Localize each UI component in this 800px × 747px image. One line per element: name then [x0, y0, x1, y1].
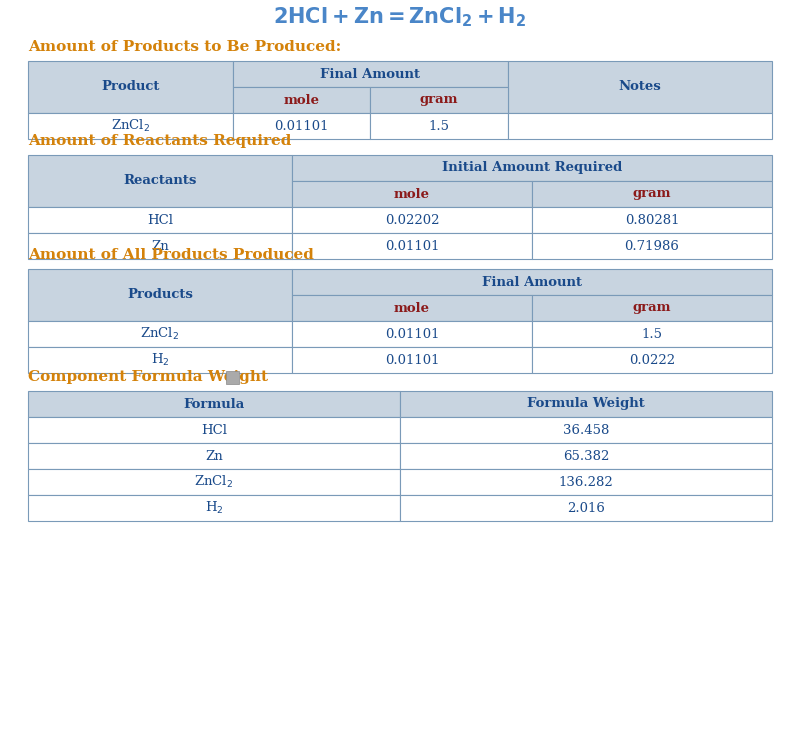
Text: Product: Product: [101, 81, 159, 93]
Bar: [532, 321, 772, 347]
Text: Amount of All Products Produced: Amount of All Products Produced: [28, 248, 314, 262]
Bar: [28, 495, 400, 521]
Bar: [226, 371, 239, 384]
Bar: [292, 269, 772, 295]
Bar: [28, 207, 292, 233]
Text: 36.458: 36.458: [563, 424, 609, 436]
Bar: [532, 295, 772, 321]
Text: 1.5: 1.5: [642, 327, 662, 341]
Text: 0.01101: 0.01101: [385, 327, 439, 341]
Bar: [28, 113, 233, 139]
Bar: [233, 61, 508, 87]
Text: mole: mole: [283, 93, 319, 107]
Text: gram: gram: [633, 187, 671, 200]
Text: 0.01101: 0.01101: [385, 240, 439, 252]
Text: Formula Weight: Formula Weight: [527, 397, 645, 411]
Bar: [400, 495, 772, 521]
Text: 2.016: 2.016: [567, 501, 605, 515]
Text: 0.02202: 0.02202: [385, 214, 439, 226]
Bar: [370, 87, 508, 113]
Bar: [508, 61, 772, 113]
Bar: [292, 321, 532, 347]
Bar: [28, 269, 292, 321]
Text: Zn: Zn: [205, 450, 223, 462]
Text: Amount of Products to Be Produced:: Amount of Products to Be Produced:: [28, 40, 342, 54]
Text: Component Formula Weight: Component Formula Weight: [28, 370, 268, 384]
Text: gram: gram: [633, 302, 671, 314]
Text: mole: mole: [394, 302, 430, 314]
Text: Reactants: Reactants: [123, 175, 197, 187]
Bar: [532, 233, 772, 259]
Bar: [292, 233, 532, 259]
Bar: [292, 347, 532, 373]
Text: $\mathbf{2HCl + Zn = ZnCl_2 + H_2}$: $\mathbf{2HCl + Zn = ZnCl_2 + H_2}$: [274, 5, 526, 29]
Bar: [233, 113, 370, 139]
Bar: [28, 443, 400, 469]
Bar: [508, 113, 772, 139]
Text: H$_2$: H$_2$: [205, 500, 223, 516]
Bar: [400, 417, 772, 443]
Bar: [28, 61, 233, 113]
Text: mole: mole: [394, 187, 430, 200]
Text: HCl: HCl: [147, 214, 173, 226]
Text: Amount of Reactants Required: Amount of Reactants Required: [28, 134, 291, 148]
Text: 65.382: 65.382: [563, 450, 609, 462]
Bar: [292, 155, 772, 181]
Text: 1.5: 1.5: [429, 120, 450, 132]
Bar: [28, 417, 400, 443]
Bar: [532, 207, 772, 233]
Bar: [233, 87, 370, 113]
Text: Initial Amount Required: Initial Amount Required: [442, 161, 622, 175]
Text: ZnCl$_2$: ZnCl$_2$: [110, 118, 150, 134]
Bar: [400, 443, 772, 469]
Text: 0.71986: 0.71986: [625, 240, 679, 252]
Bar: [400, 469, 772, 495]
Text: Final Amount: Final Amount: [320, 67, 420, 81]
Text: ZnCl$_2$: ZnCl$_2$: [194, 474, 234, 490]
Bar: [28, 233, 292, 259]
Text: Products: Products: [127, 288, 193, 302]
Text: gram: gram: [420, 93, 458, 107]
Text: 0.80281: 0.80281: [625, 214, 679, 226]
Bar: [28, 391, 400, 417]
Bar: [292, 295, 532, 321]
Text: H$_2$: H$_2$: [150, 352, 170, 368]
Bar: [292, 181, 532, 207]
Text: 136.282: 136.282: [558, 476, 614, 489]
Bar: [28, 347, 292, 373]
Text: Notes: Notes: [618, 81, 662, 93]
Text: ZnCl$_2$: ZnCl$_2$: [141, 326, 180, 342]
Text: 0.01101: 0.01101: [274, 120, 329, 132]
Text: Final Amount: Final Amount: [482, 276, 582, 288]
Text: Formula: Formula: [183, 397, 245, 411]
Text: Zn: Zn: [151, 240, 169, 252]
Bar: [28, 469, 400, 495]
Text: 0.01101: 0.01101: [385, 353, 439, 367]
Bar: [292, 207, 532, 233]
Bar: [28, 155, 292, 207]
Bar: [28, 321, 292, 347]
Text: 0.0222: 0.0222: [629, 353, 675, 367]
Bar: [532, 181, 772, 207]
Bar: [532, 347, 772, 373]
Text: HCl: HCl: [201, 424, 227, 436]
Bar: [370, 113, 508, 139]
Bar: [400, 391, 772, 417]
